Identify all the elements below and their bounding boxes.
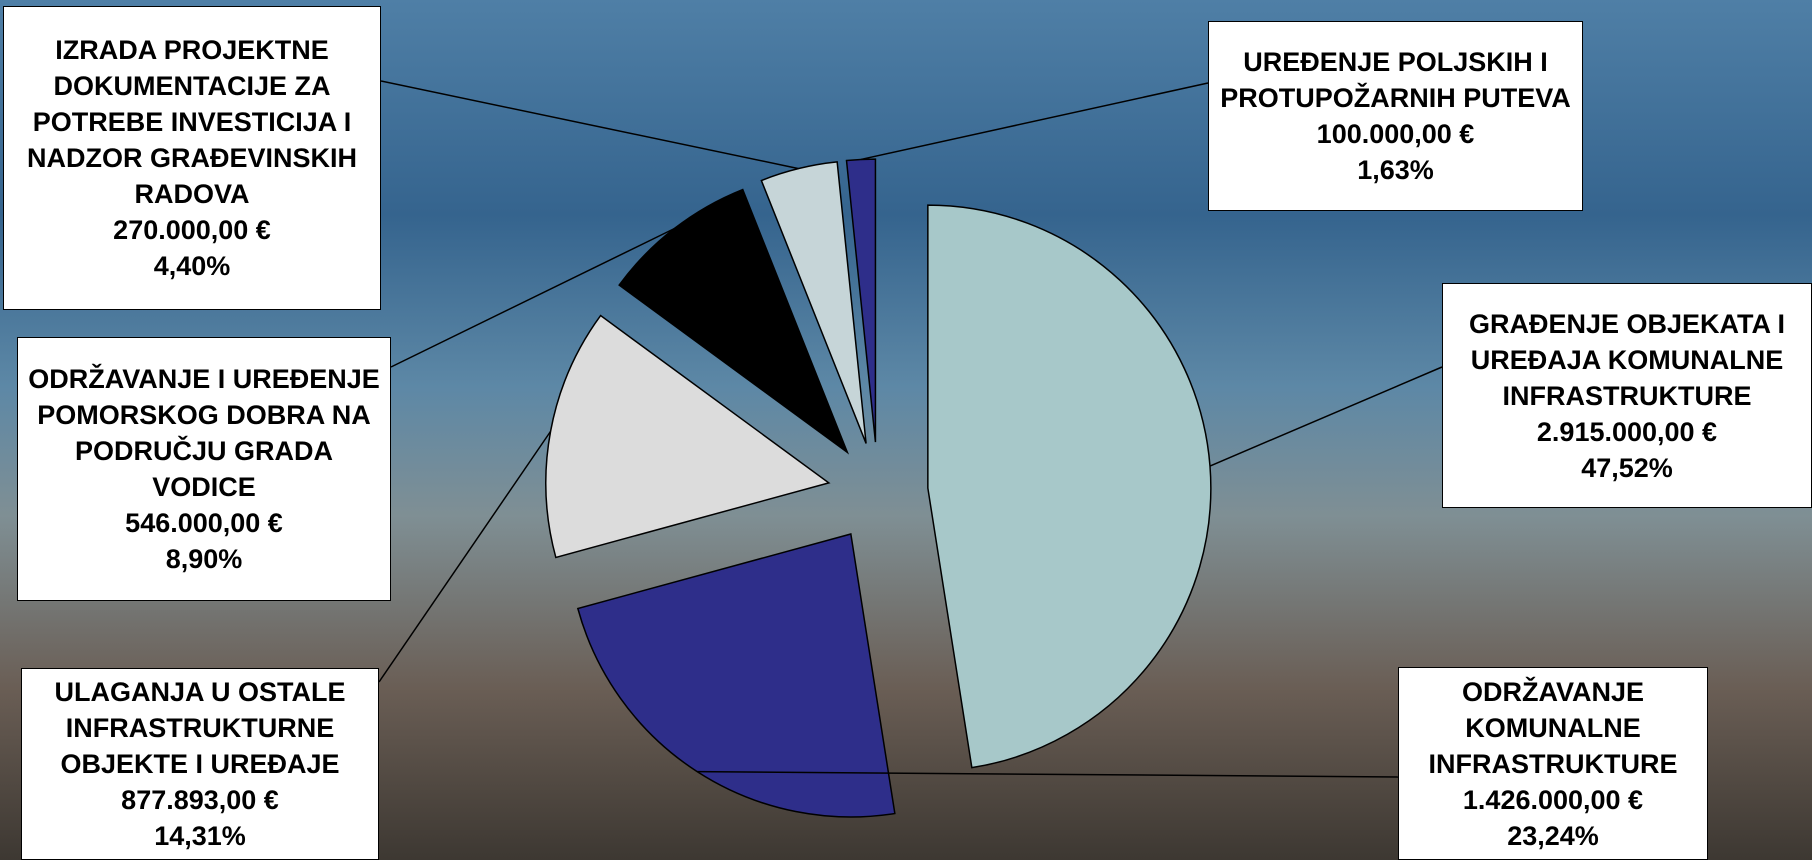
percent-label: 23,24%: [1507, 820, 1599, 851]
slice-label: IZRADA PROJEKTNE DOKUMENTACIJE ZA POTREB…: [3, 6, 381, 310]
leader-line: [1209, 366, 1443, 467]
value-label: 877.893,00 €: [121, 785, 279, 815]
percent-label: 4,40%: [153, 251, 231, 281]
leader-line: [378, 430, 552, 683]
percent-label: 47,52%: [1581, 452, 1673, 483]
value-label: 2.915.000,00 €: [1536, 416, 1718, 447]
leader-line: [860, 82, 1209, 161]
slice-label: ODRŽAVANJE KOMUNALNE INFRASTRUKTURE 1.426…: [1398, 667, 1708, 860]
category-name: ULAGANJA U OSTALE INFRASTRUKTURNE OBJEKT…: [54, 677, 346, 779]
value-label: 270.000,00 €: [113, 215, 271, 245]
category-name: ODRŽAVANJE KOMUNALNE INFRASTRUKTURE: [1428, 676, 1678, 779]
category-name: IZRADA PROJEKTNE DOKUMENTACIJE ZA POTREB…: [26, 35, 357, 209]
slice-label: ODRŽAVANJE I UREĐENJE POMORSKOG DOBRA NA…: [17, 337, 391, 601]
value-label: 100.000,00 €: [1316, 119, 1475, 149]
slice-label: GRAĐENJE OBJEKATA I UREĐAJA KOMUNALNE IN…: [1442, 283, 1812, 508]
pie-slice: [545, 314, 831, 559]
percent-label: 1,63%: [1357, 155, 1434, 185]
value-label: 546.000,00 €: [125, 508, 283, 538]
slice-label: UREĐENJE POLJSKIH I PROTUPOŽARNIH PUTEVA…: [1208, 21, 1583, 211]
slice-label: ULAGANJA U OSTALE INFRASTRUKTURNE OBJEKT…: [21, 668, 379, 860]
pie-slice: [576, 533, 896, 818]
percent-label: 14,31%: [154, 821, 246, 851]
percent-label: 8,90%: [165, 544, 243, 574]
leader-line: [380, 80, 799, 170]
category-name: GRAĐENJE OBJEKATA I UREĐAJA KOMUNALNE IN…: [1468, 308, 1786, 411]
category-name: UREĐENJE POLJSKIH I PROTUPOŽARNIH PUTEVA: [1220, 47, 1571, 113]
leader-line: [390, 227, 675, 368]
category-name: ODRŽAVANJE I UREĐENJE POMORSKOG DOBRA NA…: [28, 364, 380, 502]
pie-slice: [927, 204, 1212, 769]
value-label: 1.426.000,00 €: [1462, 784, 1644, 815]
leader-line: [697, 770, 1399, 778]
